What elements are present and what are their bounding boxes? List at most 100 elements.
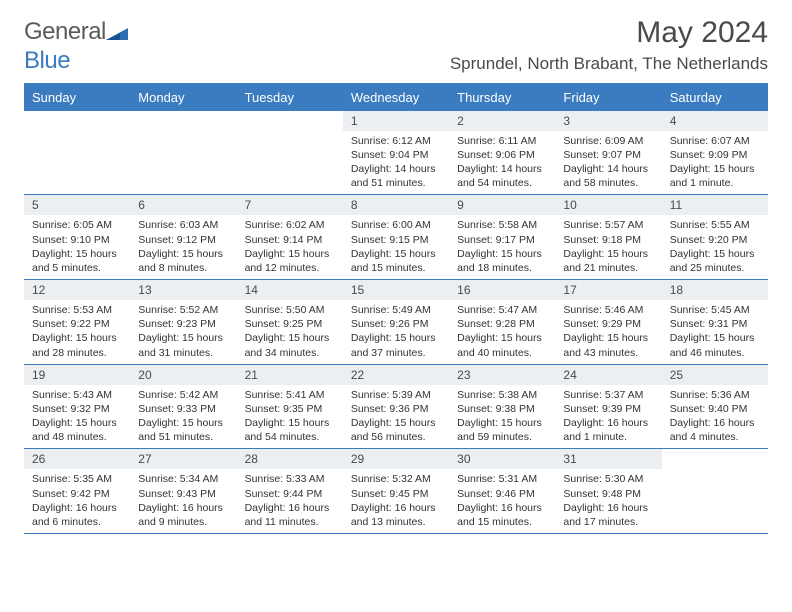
daylight-line: Daylight: 14 hours and 54 minutes. — [457, 162, 549, 190]
daylight-line: Daylight: 16 hours and 9 minutes. — [138, 501, 230, 529]
sunset-line: Sunset: 9:06 PM — [457, 148, 549, 162]
day-details: Sunrise: 5:58 AMSunset: 9:17 PMDaylight:… — [449, 215, 555, 279]
sunset-line: Sunset: 9:43 PM — [138, 487, 230, 501]
day-number: 9 — [449, 195, 555, 215]
daylight-line: Daylight: 15 hours and 59 minutes. — [457, 416, 549, 444]
daylight-line: Daylight: 15 hours and 34 minutes. — [245, 331, 337, 359]
sunset-line: Sunset: 9:22 PM — [32, 317, 124, 331]
day-cell: 3Sunrise: 6:09 AMSunset: 9:07 PMDaylight… — [555, 111, 661, 195]
day-number: 10 — [555, 195, 661, 215]
day-number: 30 — [449, 449, 555, 469]
sunrise-line: Sunrise: 5:34 AM — [138, 472, 230, 486]
daylight-line: Daylight: 15 hours and 48 minutes. — [32, 416, 124, 444]
sunset-line: Sunset: 9:32 PM — [32, 402, 124, 416]
sunrise-line: Sunrise: 5:57 AM — [563, 218, 655, 232]
day-details: Sunrise: 5:53 AMSunset: 9:22 PMDaylight:… — [24, 300, 130, 364]
daylight-line: Daylight: 15 hours and 15 minutes. — [351, 247, 443, 275]
day-number: 20 — [130, 365, 236, 385]
sunrise-line: Sunrise: 5:33 AM — [245, 472, 337, 486]
day-number: 1 — [343, 111, 449, 131]
sunrise-line: Sunrise: 5:30 AM — [563, 472, 655, 486]
sunset-line: Sunset: 9:36 PM — [351, 402, 443, 416]
day-cell: 26Sunrise: 5:35 AMSunset: 9:42 PMDayligh… — [24, 449, 130, 533]
sunset-line: Sunset: 9:45 PM — [351, 487, 443, 501]
day-details: Sunrise: 5:46 AMSunset: 9:29 PMDaylight:… — [555, 300, 661, 364]
day-cell: 5Sunrise: 6:05 AMSunset: 9:10 PMDaylight… — [24, 195, 130, 279]
calendar-page: GeneralBlue May 2024 Sprundel, North Bra… — [0, 0, 792, 534]
day-details: Sunrise: 5:39 AMSunset: 9:36 PMDaylight:… — [343, 385, 449, 449]
weeks-container: 1Sunrise: 6:12 AMSunset: 9:04 PMDaylight… — [24, 111, 768, 534]
sunset-line: Sunset: 9:31 PM — [670, 317, 762, 331]
day-number: 7 — [237, 195, 343, 215]
weekday-header-row: SundayMondayTuesdayWednesdayThursdayFrid… — [24, 85, 768, 111]
day-number: 6 — [130, 195, 236, 215]
day-number: 22 — [343, 365, 449, 385]
day-number: 5 — [24, 195, 130, 215]
day-cell: 12Sunrise: 5:53 AMSunset: 9:22 PMDayligh… — [24, 280, 130, 364]
sunrise-line: Sunrise: 5:46 AM — [563, 303, 655, 317]
day-number: 8 — [343, 195, 449, 215]
sunrise-line: Sunrise: 6:05 AM — [32, 218, 124, 232]
day-cell: 10Sunrise: 5:57 AMSunset: 9:18 PMDayligh… — [555, 195, 661, 279]
day-number: 26 — [24, 449, 130, 469]
sunset-line: Sunset: 9:10 PM — [32, 233, 124, 247]
day-details: Sunrise: 5:55 AMSunset: 9:20 PMDaylight:… — [662, 215, 768, 279]
sunset-line: Sunset: 9:04 PM — [351, 148, 443, 162]
sunset-line: Sunset: 9:07 PM — [563, 148, 655, 162]
day-details: Sunrise: 6:00 AMSunset: 9:15 PMDaylight:… — [343, 215, 449, 279]
daylight-line: Daylight: 16 hours and 11 minutes. — [245, 501, 337, 529]
sunrise-line: Sunrise: 5:39 AM — [351, 388, 443, 402]
brand-triangle-icon — [106, 19, 128, 47]
daylight-line: Daylight: 15 hours and 37 minutes. — [351, 331, 443, 359]
sunrise-line: Sunrise: 5:31 AM — [457, 472, 549, 486]
sunset-line: Sunset: 9:23 PM — [138, 317, 230, 331]
day-details: Sunrise: 6:02 AMSunset: 9:14 PMDaylight:… — [237, 215, 343, 279]
day-number: 24 — [555, 365, 661, 385]
daylight-line: Daylight: 16 hours and 6 minutes. — [32, 501, 124, 529]
brand-name: GeneralBlue — [24, 18, 128, 75]
day-details: Sunrise: 5:41 AMSunset: 9:35 PMDaylight:… — [237, 385, 343, 449]
day-details: Sunrise: 6:05 AMSunset: 9:10 PMDaylight:… — [24, 215, 130, 279]
day-number: 3 — [555, 111, 661, 131]
day-cell: 17Sunrise: 5:46 AMSunset: 9:29 PMDayligh… — [555, 280, 661, 364]
daylight-line: Daylight: 15 hours and 1 minute. — [670, 162, 762, 190]
sunrise-line: Sunrise: 6:11 AM — [457, 134, 549, 148]
day-details: Sunrise: 6:07 AMSunset: 9:09 PMDaylight:… — [662, 131, 768, 195]
weekday-header: Friday — [555, 85, 661, 111]
daylight-line: Daylight: 15 hours and 18 minutes. — [457, 247, 549, 275]
day-number: 12 — [24, 280, 130, 300]
sunset-line: Sunset: 9:40 PM — [670, 402, 762, 416]
sunrise-line: Sunrise: 5:38 AM — [457, 388, 549, 402]
day-number: 17 — [555, 280, 661, 300]
location-text: Sprundel, North Brabant, The Netherlands — [450, 54, 768, 74]
sunset-line: Sunset: 9:28 PM — [457, 317, 549, 331]
week-row: 19Sunrise: 5:43 AMSunset: 9:32 PMDayligh… — [24, 365, 768, 450]
weekday-header: Saturday — [662, 85, 768, 111]
brand-logo: GeneralBlue — [24, 18, 128, 75]
day-number: 29 — [343, 449, 449, 469]
day-cell: 16Sunrise: 5:47 AMSunset: 9:28 PMDayligh… — [449, 280, 555, 364]
day-details: Sunrise: 6:11 AMSunset: 9:06 PMDaylight:… — [449, 131, 555, 195]
day-details: Sunrise: 6:09 AMSunset: 9:07 PMDaylight:… — [555, 131, 661, 195]
day-cell: 15Sunrise: 5:49 AMSunset: 9:26 PMDayligh… — [343, 280, 449, 364]
day-cell: 11Sunrise: 5:55 AMSunset: 9:20 PMDayligh… — [662, 195, 768, 279]
day-number: 13 — [130, 280, 236, 300]
day-details: Sunrise: 5:34 AMSunset: 9:43 PMDaylight:… — [130, 469, 236, 533]
sunset-line: Sunset: 9:39 PM — [563, 402, 655, 416]
day-cell: 6Sunrise: 6:03 AMSunset: 9:12 PMDaylight… — [130, 195, 236, 279]
daylight-line: Daylight: 15 hours and 8 minutes. — [138, 247, 230, 275]
sunset-line: Sunset: 9:26 PM — [351, 317, 443, 331]
sunset-line: Sunset: 9:35 PM — [245, 402, 337, 416]
day-cell: 20Sunrise: 5:42 AMSunset: 9:33 PMDayligh… — [130, 365, 236, 449]
sunset-line: Sunset: 9:25 PM — [245, 317, 337, 331]
sunrise-line: Sunrise: 5:37 AM — [563, 388, 655, 402]
sunrise-line: Sunrise: 5:52 AM — [138, 303, 230, 317]
day-cell: 13Sunrise: 5:52 AMSunset: 9:23 PMDayligh… — [130, 280, 236, 364]
sunrise-line: Sunrise: 5:55 AM — [670, 218, 762, 232]
day-details: Sunrise: 5:30 AMSunset: 9:48 PMDaylight:… — [555, 469, 661, 533]
sunrise-line: Sunrise: 6:07 AM — [670, 134, 762, 148]
day-cell: 29Sunrise: 5:32 AMSunset: 9:45 PMDayligh… — [343, 449, 449, 533]
day-details: Sunrise: 5:49 AMSunset: 9:26 PMDaylight:… — [343, 300, 449, 364]
daylight-line: Daylight: 15 hours and 46 minutes. — [670, 331, 762, 359]
week-row: 12Sunrise: 5:53 AMSunset: 9:22 PMDayligh… — [24, 280, 768, 365]
